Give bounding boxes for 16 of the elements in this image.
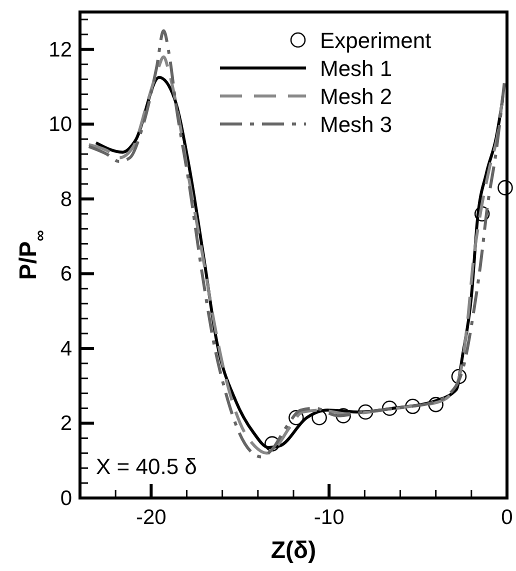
x-axis-title: Z(δ) [270, 537, 316, 564]
x-tick-label: -10 [314, 506, 344, 529]
annotation: X = 40.5 δ [96, 454, 197, 479]
legend-label: Mesh 1 [320, 56, 392, 81]
legend-label: Mesh 2 [320, 84, 392, 109]
legend-label: Experiment [320, 28, 432, 53]
y-tick-label: 0 [60, 487, 72, 510]
x-tick-label: 0 [501, 506, 513, 529]
y-tick-label: 8 [60, 188, 72, 211]
y-tick-label: 10 [48, 113, 72, 136]
y-tick-label: 12 [48, 38, 72, 62]
x-tick-label: -20 [136, 506, 166, 529]
y-tick-label: 2 [60, 412, 72, 436]
legend-label: Mesh 3 [320, 112, 392, 137]
y-tick-label: 4 [60, 337, 72, 360]
y-tick-label: 6 [60, 262, 72, 286]
